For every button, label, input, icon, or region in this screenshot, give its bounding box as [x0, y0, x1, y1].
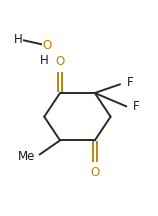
Text: F: F — [126, 76, 133, 89]
Text: O: O — [43, 39, 52, 52]
Text: O: O — [55, 55, 65, 68]
Text: H: H — [14, 33, 23, 46]
Text: Me: Me — [17, 150, 35, 163]
Text: O: O — [90, 167, 99, 179]
Text: F: F — [133, 100, 139, 113]
Text: H: H — [40, 54, 49, 67]
